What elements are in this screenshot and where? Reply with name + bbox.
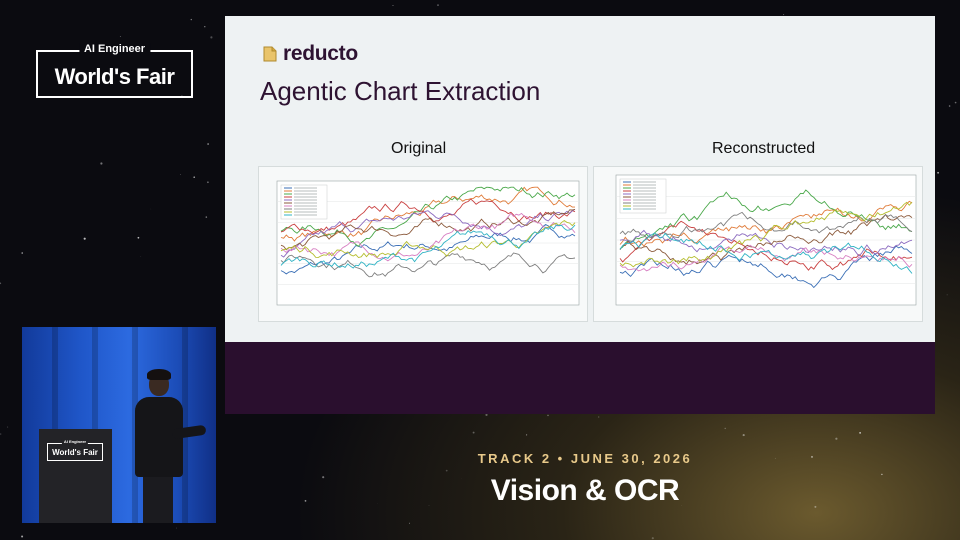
series-line: [619, 232, 913, 274]
series-line: [280, 208, 576, 258]
podium-logo-small: AI Engineer: [61, 439, 89, 444]
speaker-hair: [147, 369, 171, 380]
star: [547, 414, 549, 417]
star: [210, 36, 213, 39]
star: [140, 256, 142, 257]
podium-logo-big: World's Fair: [52, 448, 98, 457]
series-line: [619, 229, 913, 257]
star: [445, 469, 448, 472]
star: [937, 171, 940, 174]
star: [437, 4, 439, 6]
brand: reducto: [263, 42, 358, 66]
star: [512, 455, 514, 457]
series-line: [619, 220, 913, 271]
star: [190, 18, 192, 21]
star: [193, 176, 196, 179]
conference-logo-small: AI Engineer: [78, 43, 151, 55]
slide-bottom-band: [225, 342, 935, 414]
star: [207, 181, 209, 184]
star: [594, 456, 595, 458]
presentation-slide: reducto Agentic Chart Extraction Origina…: [225, 16, 935, 414]
star: [0, 433, 2, 435]
original-chart-image: [258, 166, 588, 322]
podium: AI Engineer World's Fair: [39, 429, 112, 523]
star: [119, 36, 121, 37]
star: [814, 505, 817, 508]
star: [598, 416, 600, 418]
series-line: [280, 186, 576, 247]
star: [21, 535, 24, 538]
series-line: [619, 245, 913, 289]
series-line: [280, 219, 576, 259]
star: [207, 143, 209, 145]
series-line: [619, 189, 913, 250]
star: [204, 26, 206, 28]
brand-name: reducto: [283, 42, 358, 65]
star: [0, 282, 2, 285]
series-line: [280, 212, 576, 262]
star: [428, 505, 430, 506]
star: [83, 237, 86, 240]
session-title: Vision & OCR: [490, 474, 680, 507]
original-label: Original: [391, 140, 447, 157]
star: [742, 434, 745, 437]
star: [205, 216, 208, 218]
star: [7, 426, 9, 428]
star: [774, 457, 776, 459]
star: [100, 162, 103, 165]
star: [946, 294, 948, 296]
slide-title: Agentic Chart Extraction: [260, 76, 541, 106]
legend-box: [280, 184, 328, 220]
star: [948, 105, 951, 107]
star: [810, 455, 814, 458]
series-line: [619, 213, 913, 265]
legend-box: [619, 178, 667, 214]
star: [176, 527, 177, 529]
star: [835, 437, 838, 440]
conference-logo: AI Engineer World's Fair: [36, 43, 193, 98]
speaker-video: AI Engineer World's Fair: [22, 327, 216, 523]
star: [526, 434, 528, 436]
star: [180, 174, 181, 175]
star: [881, 473, 883, 476]
document-icon: [263, 46, 277, 62]
star: [859, 432, 861, 434]
star: [21, 252, 23, 254]
reconstructed-chart-plot: [615, 174, 917, 306]
star: [304, 500, 307, 502]
series-line: [280, 223, 576, 275]
star: [137, 236, 140, 239]
reconstructed-label: Reconstructed: [712, 140, 816, 157]
series-line: [280, 224, 576, 269]
podium-logo: AI Engineer World's Fair: [47, 439, 103, 461]
reconstructed-chart-image: [593, 166, 923, 322]
series-line: [280, 208, 576, 251]
star: [602, 497, 605, 499]
star: [322, 476, 325, 479]
star: [408, 522, 410, 524]
conference-logo-big: World's Fair: [54, 64, 175, 89]
star: [392, 4, 394, 7]
track-date-line: TRACK 2 • JUNE 30, 2026: [477, 451, 693, 466]
series-line: [280, 186, 576, 242]
star: [783, 14, 785, 16]
speaker-legs: [143, 475, 173, 523]
star: [651, 537, 654, 540]
star: [954, 101, 957, 104]
star: [724, 427, 726, 430]
star: [472, 431, 475, 434]
series-line: [280, 198, 576, 235]
original-chart-plot: [276, 180, 580, 306]
series-line: [619, 244, 913, 272]
series-line: [619, 201, 913, 268]
star: [485, 413, 488, 416]
